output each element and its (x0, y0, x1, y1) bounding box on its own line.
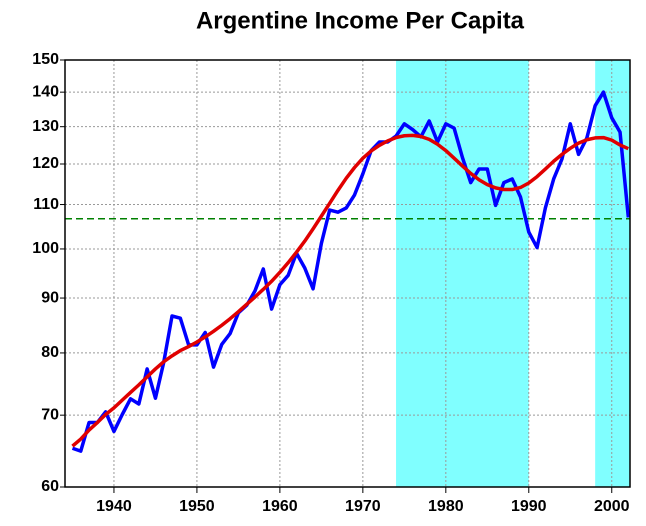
y-tick-label: 110 (33, 196, 59, 213)
data-line (71, 133, 630, 448)
x-tick-label: 2000 (594, 498, 630, 515)
x-tick-label: 1990 (511, 498, 547, 515)
y-tick-label: 150 (32, 51, 59, 68)
x-tick-label: 1980 (428, 498, 464, 515)
data-line (71, 90, 631, 453)
y-tick-label: 130 (32, 118, 59, 135)
x-tick-label: 1960 (262, 498, 298, 515)
plot-frame (64, 59, 631, 488)
y-tick-label: 90 (41, 289, 59, 306)
chart-title: Argentine Income Per Capita (196, 7, 525, 34)
y-tick-label: 60 (41, 478, 59, 495)
x-tick-label: 1950 (179, 498, 215, 515)
x-tick-label: 1970 (345, 498, 381, 515)
y-tick-label: 140 (32, 83, 59, 100)
shaded-range (396, 60, 529, 487)
y-tick-label: 120 (32, 155, 59, 172)
x-tick-label: 1940 (96, 498, 132, 515)
y-tick-label: 80 (41, 344, 59, 361)
y-tick-label: 100 (32, 240, 59, 257)
y-tick-label: 70 (41, 406, 59, 423)
shaded-range (595, 60, 630, 487)
